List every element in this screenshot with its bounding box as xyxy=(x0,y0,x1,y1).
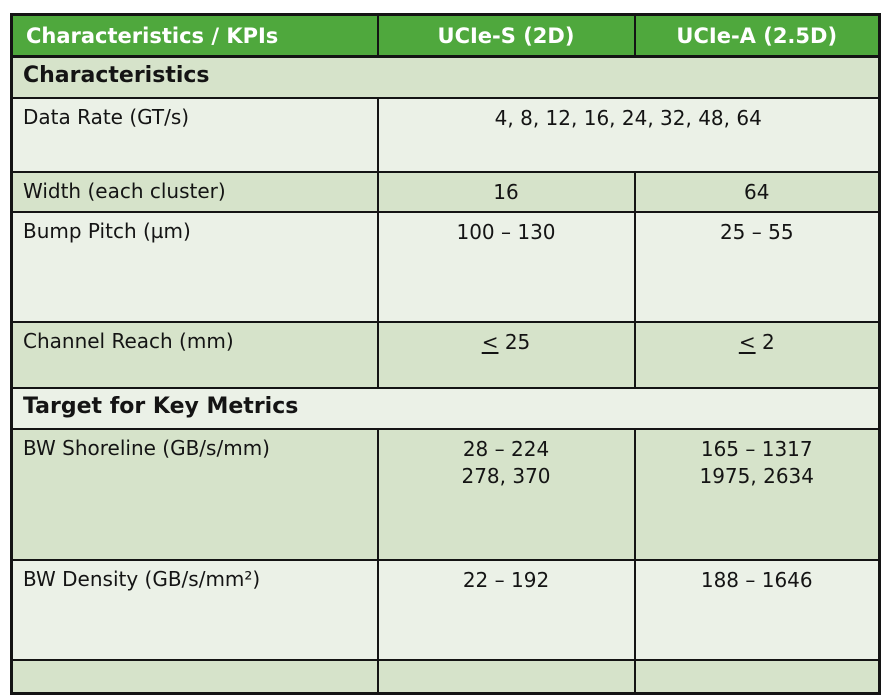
header-ucie-s-2d: UCIe-S (2D) xyxy=(376,13,636,58)
cell-bump-pitch-ucie-a: 25 – 55 xyxy=(633,210,881,323)
cell-bw-density-label: BW Density (GB/s/mm²) xyxy=(10,558,379,661)
cell-data-rate-label: Data Rate (GT/s) xyxy=(10,96,379,173)
cell-channel-reach-ucie-s: < 25 xyxy=(376,320,636,389)
cell-width-label: Width (each cluster) xyxy=(10,170,379,213)
table-row-bw-density: BW Density (GB/s/mm²) 22 – 192 188 – 164… xyxy=(10,558,881,661)
cell-partial-label xyxy=(10,658,379,695)
cell-bw-shoreline-ucie-a: 165 – 1317 1975, 2634 xyxy=(633,427,881,561)
section-row-characteristics: Characteristics xyxy=(10,55,881,99)
section-row-target-key-metrics: Target for Key Metrics xyxy=(10,386,881,430)
cell-bw-density-ucie-a: 188 – 1646 xyxy=(633,558,881,661)
table-row-data-rate: Data Rate (GT/s) 4, 8, 12, 16, 24, 32, 4… xyxy=(10,96,881,173)
table-row-bump-pitch: Bump Pitch (µm) 100 – 130 25 – 55 xyxy=(10,210,881,323)
cell-partial-ucie-s xyxy=(376,658,636,695)
less-equal-symbol: < xyxy=(738,329,756,354)
ucie-kpi-table: Characteristics / KPIs UCIe-S (2D) UCIe-… xyxy=(10,13,881,695)
cell-bump-pitch-ucie-s: 100 – 130 xyxy=(376,210,636,323)
bw-shoreline-ucie-s-line2: 278, 370 xyxy=(461,463,551,488)
section-title-target-key-metrics: Target for Key Metrics xyxy=(10,386,881,430)
table-row-bw-shoreline: BW Shoreline (GB/s/mm) 28 – 224 278, 370… xyxy=(10,427,881,561)
cell-bw-shoreline-ucie-s: 28 – 224 278, 370 xyxy=(376,427,636,561)
cell-width-ucie-a: 64 xyxy=(633,170,881,213)
table-row-partial-clipped xyxy=(10,658,881,695)
bw-shoreline-ucie-a-line1: 165 – 1317 xyxy=(700,436,813,461)
cell-bw-shoreline-label: BW Shoreline (GB/s/mm) xyxy=(10,427,379,561)
less-equal-symbol: < xyxy=(481,329,499,354)
bw-shoreline-ucie-a-line2: 1975, 2634 xyxy=(699,463,814,488)
cell-channel-reach-label: Channel Reach (mm) xyxy=(10,320,379,389)
cell-partial-ucie-a xyxy=(633,658,881,695)
cell-channel-reach-ucie-a: < 2 xyxy=(633,320,881,389)
kpi-table-container: Characteristics / KPIs UCIe-S (2D) UCIe-… xyxy=(10,13,881,695)
channel-reach-ucie-a-value: 2 xyxy=(761,329,775,354)
header-characteristics-kpis: Characteristics / KPIs xyxy=(10,13,379,58)
table-header-row: Characteristics / KPIs UCIe-S (2D) UCIe-… xyxy=(10,13,881,58)
table-row-width: Width (each cluster) 16 64 xyxy=(10,170,881,213)
cell-bw-density-ucie-s: 22 – 192 xyxy=(376,558,636,661)
cell-width-ucie-s: 16 xyxy=(376,170,636,213)
cell-data-rate-value: 4, 8, 12, 16, 24, 32, 48, 64 xyxy=(376,96,881,173)
table-row-channel-reach: Channel Reach (mm) < 25 < 2 xyxy=(10,320,881,389)
section-title-characteristics: Characteristics xyxy=(10,55,881,99)
bw-shoreline-ucie-s-line1: 28 – 224 xyxy=(462,436,550,461)
channel-reach-ucie-s-value: 25 xyxy=(504,329,531,354)
header-ucie-a-2p5d: UCIe-A (2.5D) xyxy=(633,13,881,58)
cell-bump-pitch-label: Bump Pitch (µm) xyxy=(10,210,379,323)
